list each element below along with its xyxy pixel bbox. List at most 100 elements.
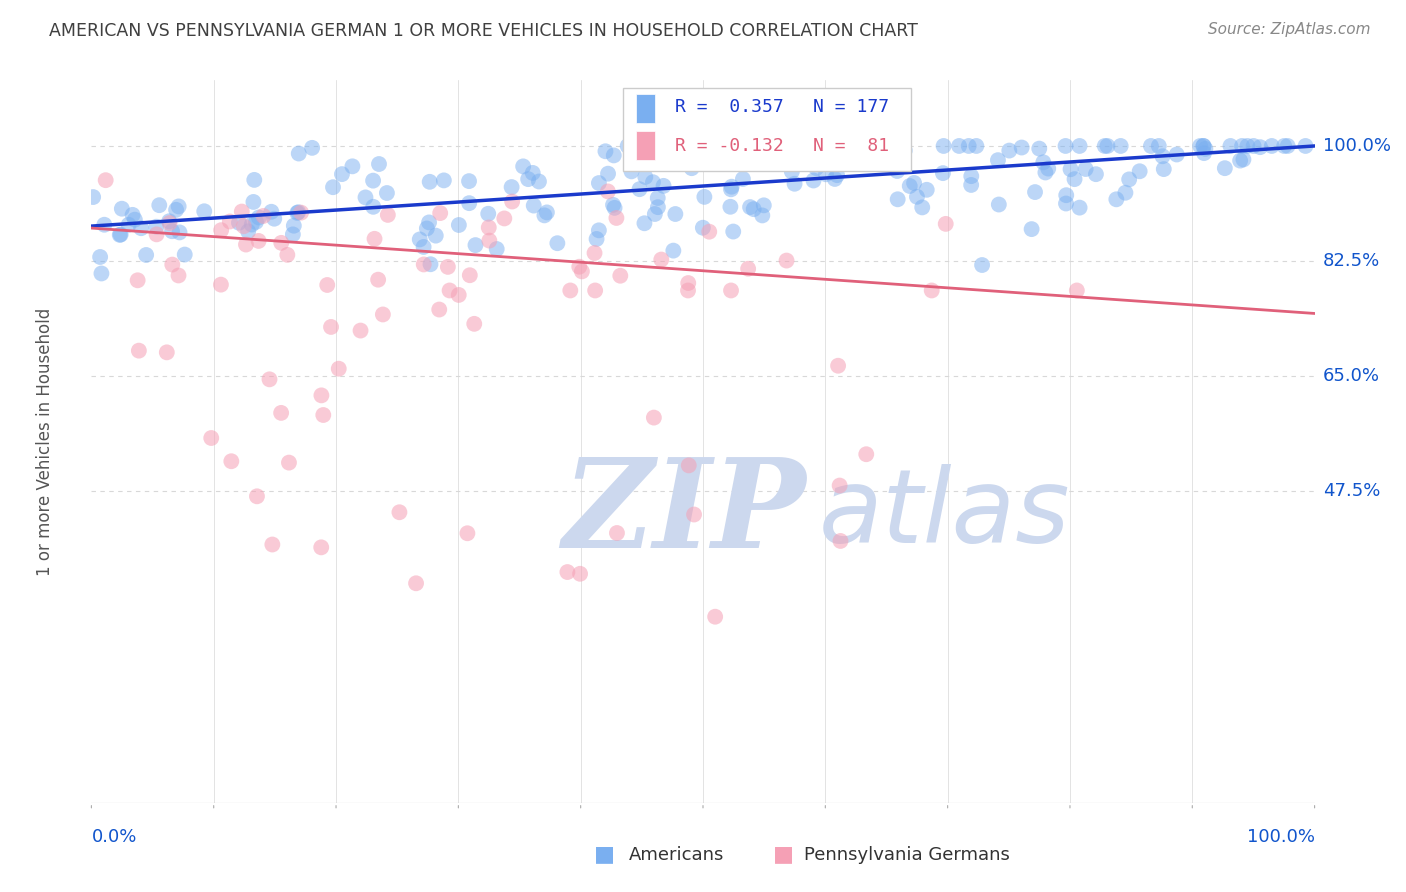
Point [128,343,150,358]
Point [301,141,323,155]
Point [121,208,143,222]
Point [585,232,607,246]
Point [312,408,335,422]
Point [262,537,284,551]
Point [218,214,240,228]
Point [1152,149,1174,163]
Text: R = -0.132: R = -0.132 [675,136,783,154]
Point [583,246,606,260]
Point [905,190,928,204]
Point [523,198,546,212]
Point [602,198,624,212]
Text: R =  0.357: R = 0.357 [675,98,783,117]
Point [658,143,681,157]
Point [412,257,434,271]
Point [322,180,344,194]
Point [886,192,908,206]
Point [240,218,263,232]
Point [110,227,132,242]
Point [1140,139,1163,153]
Point [368,157,391,171]
Point [775,253,797,268]
Point [652,178,675,193]
Point [243,173,266,187]
Point [634,169,657,184]
Text: 47.5%: 47.5% [1323,482,1381,500]
Point [720,179,742,194]
Point [588,176,610,190]
Point [751,208,773,222]
Point [676,284,699,298]
Point [1232,153,1254,167]
Point [309,541,332,555]
Point [1038,161,1060,176]
Point [209,277,232,292]
Point [94,173,117,187]
Point [527,174,550,188]
Point [960,178,983,192]
Point [416,221,439,235]
Text: Source: ZipAtlas.com: Source: ZipAtlas.com [1208,22,1371,37]
Point [246,489,269,503]
Point [1114,186,1136,200]
Point [583,284,606,298]
Point [1118,172,1140,186]
Point [260,204,283,219]
Point [1054,196,1077,211]
Point [935,217,957,231]
Point [363,232,385,246]
Point [418,215,440,229]
Point [678,276,700,290]
Point [157,214,180,228]
Point [388,505,411,519]
Point [1277,139,1299,153]
Point [1129,164,1152,178]
Point [855,447,877,461]
Text: Pennsylvania Germans: Pennsylvania Germans [804,846,1010,863]
Point [752,198,775,212]
Point [193,204,215,219]
Point [167,268,190,283]
Point [93,218,115,232]
Point [108,227,131,242]
Text: ■: ■ [773,845,793,864]
Point [1243,139,1265,153]
Point [409,232,432,246]
Point [1069,201,1091,215]
Point [721,151,744,165]
Point [1024,185,1046,199]
Point [596,185,619,199]
Point [283,219,305,233]
Point [1011,140,1033,154]
Point [894,144,917,158]
Text: atlas: atlas [820,464,1071,564]
Point [780,164,803,178]
Text: N =  81: N = 81 [813,136,889,154]
Point [232,219,254,234]
Point [456,526,478,541]
Point [814,167,837,181]
Text: 1 or more Vehicles in Household: 1 or more Vehicles in Household [37,308,53,575]
Point [921,284,943,298]
Point [485,242,508,256]
Point [884,145,907,160]
Point [1194,142,1216,156]
Point [533,208,555,222]
Point [932,166,955,180]
Point [987,153,1010,168]
Point [830,533,852,548]
Point [546,236,568,251]
Point [252,209,274,223]
Point [263,211,285,226]
Point [517,172,540,186]
Point [987,197,1010,211]
Point [371,308,394,322]
Point [1063,172,1085,186]
Point [1249,140,1271,154]
Point [270,406,292,420]
Point [1213,161,1236,176]
Point [1192,139,1215,153]
Point [644,207,666,221]
Point [235,237,257,252]
Point [111,202,134,216]
